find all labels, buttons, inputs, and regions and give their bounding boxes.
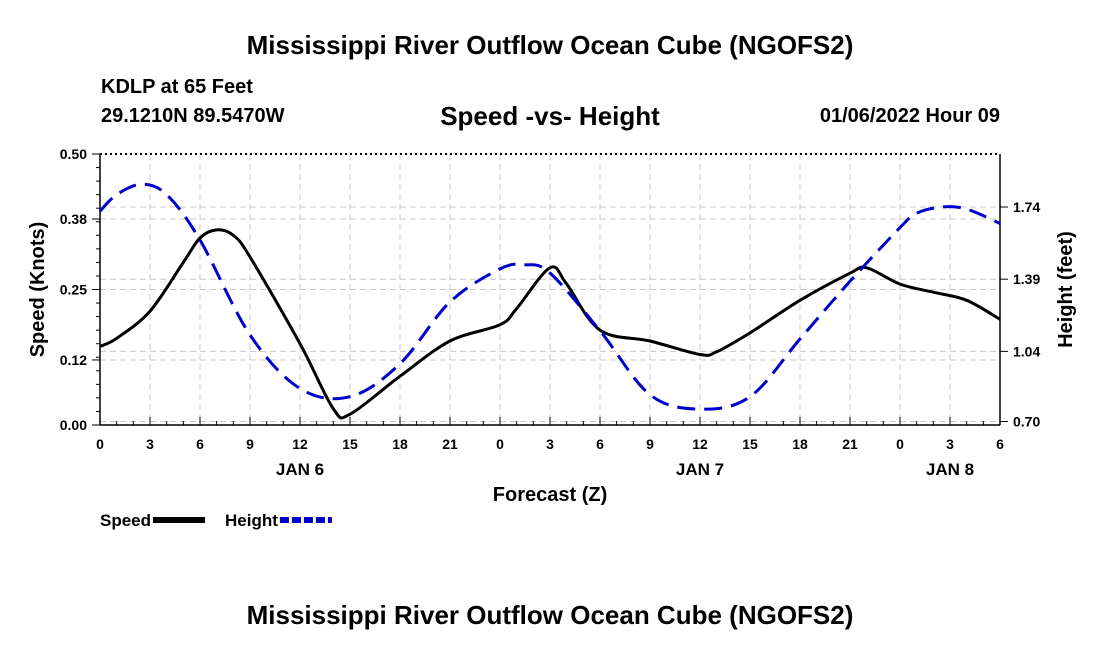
height-series-line bbox=[98, 182, 1001, 411]
x-tick-label: 6 bbox=[996, 436, 1004, 452]
y-tick-label: 0.38 bbox=[60, 211, 87, 227]
x-tick-label: 15 bbox=[742, 436, 758, 452]
y2-tick-label: 1.74 bbox=[1013, 199, 1040, 215]
x-tick-label: 3 bbox=[146, 436, 154, 452]
y-axis-title: Speed (Knots) bbox=[27, 222, 49, 358]
x-tick-label: 0 bbox=[496, 436, 504, 452]
y2-tick-label: 0.70 bbox=[1013, 413, 1040, 429]
chart-title: Mississippi River Outflow Ocean Cube (NG… bbox=[246, 30, 854, 60]
x-tick-label: 3 bbox=[546, 436, 554, 452]
speed-legend-label: Speed bbox=[100, 511, 151, 530]
footer-title: Mississippi River Outflow Ocean Cube (NG… bbox=[246, 600, 854, 630]
y2-tick-label: 1.39 bbox=[1013, 271, 1040, 287]
y-tick-label: 0.50 bbox=[60, 146, 87, 162]
y-tick-label: 0.00 bbox=[60, 417, 87, 433]
y2-axis-title: Height (feet) bbox=[1055, 231, 1077, 348]
x-tick-label: 21 bbox=[442, 436, 458, 452]
x-tick-label: 6 bbox=[196, 436, 204, 452]
x-tick-label: 0 bbox=[96, 436, 104, 452]
x-tick-label: 3 bbox=[946, 436, 954, 452]
height-legend-label: Height bbox=[225, 511, 278, 530]
y2-tick-label: 1.04 bbox=[1013, 343, 1040, 359]
x-tick-label: 15 bbox=[342, 436, 358, 452]
day-label: JAN 8 bbox=[926, 460, 974, 479]
day-label: JAN 6 bbox=[276, 460, 324, 479]
x-tick-label: 9 bbox=[646, 436, 654, 452]
station-label: KDLP at 65 Feet bbox=[101, 76, 253, 98]
x-tick-label: 12 bbox=[292, 436, 308, 452]
x-tick-label: 0 bbox=[896, 436, 904, 452]
y-tick-label: 0.25 bbox=[60, 282, 87, 298]
x-tick-label: 12 bbox=[692, 436, 708, 452]
x-tick-label: 9 bbox=[246, 436, 254, 452]
forecast-datetime: 01/06/2022 Hour 09 bbox=[819, 105, 1000, 127]
x-axis-title: Forecast (Z) bbox=[493, 484, 607, 506]
speed-series-line bbox=[99, 228, 1001, 420]
x-tick-label: 6 bbox=[596, 436, 604, 452]
y-tick-label: 0.12 bbox=[60, 352, 87, 368]
coordinates-label: 29.1210N 89.5470W bbox=[101, 105, 285, 127]
x-tick-label: 18 bbox=[792, 436, 808, 452]
day-label: JAN 7 bbox=[676, 460, 724, 479]
x-tick-label: 21 bbox=[842, 436, 858, 452]
x-tick-label: 18 bbox=[392, 436, 408, 452]
chart-subtitle: Speed -vs- Height bbox=[440, 101, 660, 131]
